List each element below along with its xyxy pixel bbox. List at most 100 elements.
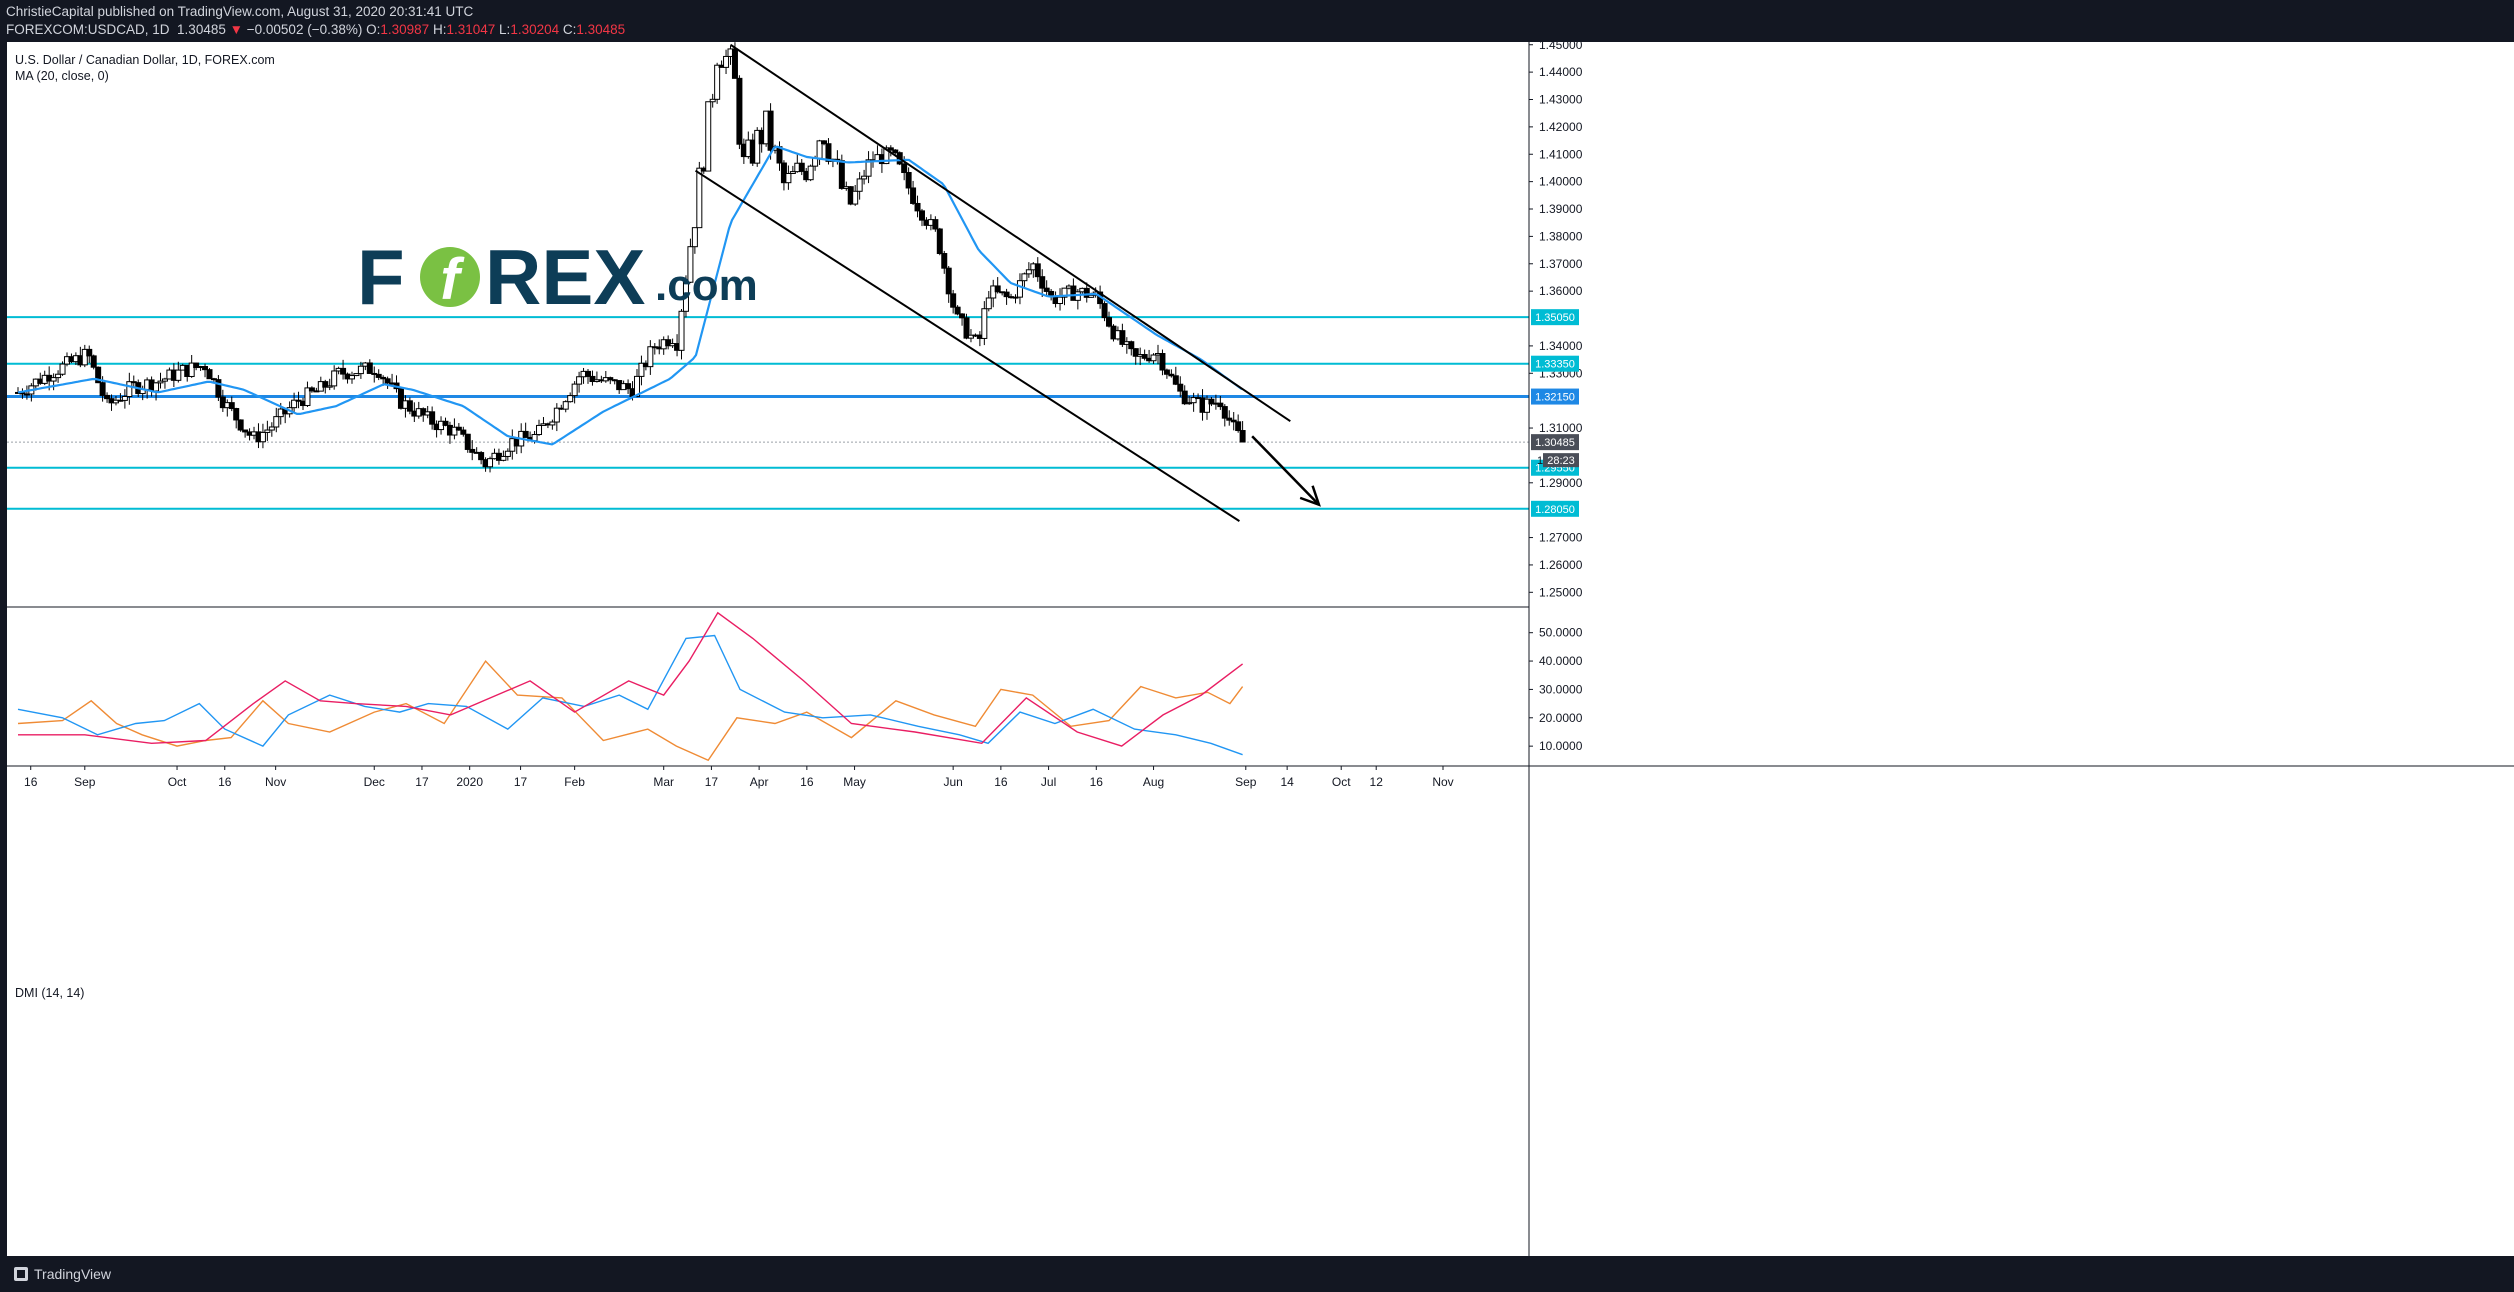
candle-body [464,433,471,450]
candle-body [1163,369,1170,375]
publish-header: ChristieCapital published on TradingView… [0,0,2514,42]
candle-body [901,163,908,174]
candle-body [322,381,329,388]
close-value: 1.30485 [576,22,626,37]
price-tick-label: 1.36000 [1539,284,1583,298]
candle-body [1039,276,1046,289]
dmi-legend: DMI (14, 14) [15,986,84,1000]
dmi-lines [17,611,1244,762]
time-tick-label: Jul [1041,775,1056,789]
candle-body [536,424,543,436]
candle-body [1132,348,1139,357]
candle-body [994,285,1001,293]
candle-body [522,430,529,438]
time-tick-label: 17 [514,775,528,789]
candle-body [1221,406,1228,419]
projection-arrow-shaft [1251,435,1320,506]
candle-body [1061,287,1068,298]
candle-body [687,246,694,283]
candle-body [731,48,738,79]
candle-body [905,172,912,189]
time-tick-label: Apr [750,775,769,789]
candle-body [589,375,596,383]
projection-arrow-icon [1299,485,1321,507]
change-value: −0.00502 (−0.38%) [246,22,363,37]
candle-body [237,419,244,431]
candle-body [460,429,467,435]
candle-body [780,162,787,184]
time-tick-label: Oct [168,775,187,789]
candle-body [647,346,654,368]
candle-body [691,227,698,248]
candle-body [1057,296,1064,305]
price-tick-label: 1.31000 [1539,421,1583,435]
candle-body [705,101,712,172]
chart-svg[interactable]: 1.45000 1.44000 1.43000 1.42000 1.41000 1.400… [7,42,2514,1256]
candle-body [478,452,485,461]
candle-body [1235,421,1242,432]
candle-body [887,147,894,151]
time-tick-label: Feb [564,775,585,789]
trendlines[interactable] [694,43,1321,522]
candle-body [1230,419,1237,423]
footer-brand-label: TradingView [34,1266,112,1282]
time-tick-label: Aug [1143,775,1164,789]
price-tick-label: 1.37000 [1539,257,1583,271]
dmi-tick-label: 20.0000 [1539,711,1583,725]
candle-body [304,387,311,407]
candle-body [429,411,436,425]
time-tick-label: 16 [1090,775,1104,789]
chart-area[interactable]: 1.45000 1.44000 1.43000 1.42000 1.41000 1.400… [7,42,2514,1256]
time-tick-label: 16 [24,775,38,789]
high-value: 1.31047 [446,22,496,37]
price-axis-panel [1529,42,2514,1256]
change-arrow-icon: ▼ [229,22,243,37]
candle-body [86,348,93,357]
forex-watermark: F f REX .com [357,233,758,321]
candle-body [504,450,511,457]
candle-body [1043,287,1050,292]
watermark-suffix: .com [655,261,758,310]
candle-body [384,378,391,384]
last-value: 1.30485 [177,22,226,37]
open-label: O: [366,22,381,37]
candle-body [789,171,796,174]
candle-body [153,382,160,392]
tradingview-brand[interactable]: TradingView [14,1266,111,1282]
time-tick-label: 2020 [456,775,483,789]
time-tick-label: Sep [74,775,96,789]
candle-body [366,362,373,374]
candle-body [259,431,266,443]
level-price-tag [1531,309,1579,326]
watermark-letters-rex: REX [485,233,645,321]
price-tick-label: 1.39000 [1539,202,1583,216]
price-tick-label: 1.45000 [1539,42,1583,52]
candle-body [954,306,961,315]
candle-body [861,175,868,180]
time-tick-label: Dec [364,775,385,789]
dmi-adx-line [18,611,1244,747]
candle-body [406,400,413,412]
candle-body [571,383,578,397]
candle-body [90,355,97,368]
time-tick-label: 16 [218,775,232,789]
candle-body [193,362,200,369]
candle-body [633,375,640,397]
candle-body [798,162,805,172]
left-border [0,42,7,1256]
candle-body [1119,330,1126,345]
candle-body [273,416,280,428]
candle-body [910,187,917,204]
dmi-tick-label: 10.0000 [1539,739,1583,753]
candle-body [331,370,338,387]
level-price-tag [1531,500,1579,517]
candle-body [1083,287,1090,298]
candle-body [709,98,716,103]
candle-body [959,313,966,319]
candle-body [1168,373,1175,377]
candle-body [941,253,948,269]
channel-trendline [729,43,1291,423]
candle-body [157,380,164,384]
watermark-o-logo: f [420,247,480,312]
candle-body [1239,430,1246,443]
